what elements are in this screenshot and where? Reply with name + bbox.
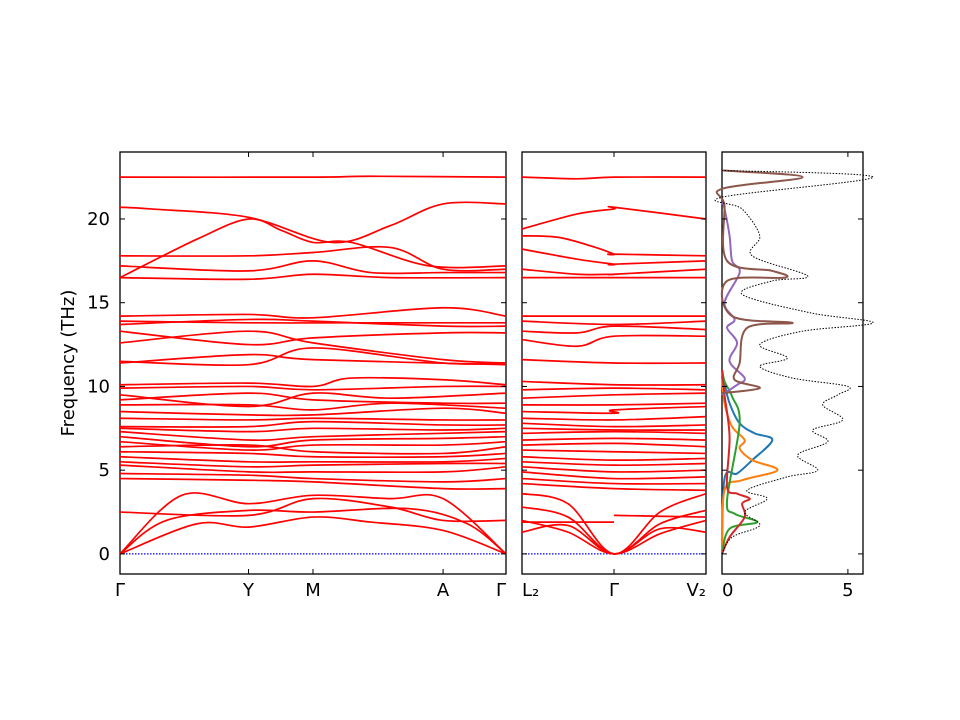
p1-band-22 [119,430,507,442]
p1-band-19 [119,417,507,421]
p2-xtick-label: L₂ [522,580,539,601]
p2-band-7 [521,320,707,326]
p1-band-10 [119,330,507,364]
p1-band-17 [119,402,507,411]
p1-band-33 [119,497,507,523]
p1-band-31 [119,477,507,490]
p1-band-28 [119,460,507,468]
p2-band-14 [521,402,707,406]
dos-panel-frame [721,151,864,575]
p2-band-17 [521,422,707,428]
p2-band-13 [521,392,707,400]
p1-xtick-label: Y [242,580,255,601]
p2-band-22 [521,449,707,455]
p2-band-30 [521,506,707,555]
p1-band-12 [119,353,507,366]
p2-band-0 [521,176,707,180]
p2-band-1 [521,205,707,230]
p1-ytick-label: 20 [87,209,110,230]
p1-band-30 [119,472,507,483]
p2-band-34 [521,523,707,555]
p2-xtick-label: V₂ [686,580,706,601]
band-panel-middle: L₂ Γ V₂ [521,151,707,601]
p1-band-27 [119,455,507,464]
p2-band-9 [521,334,707,348]
dos-xtick-label: 5 [842,580,853,601]
p1-band-14 [119,385,507,391]
p1-band-8 [119,318,507,328]
p1-xtick-label: M [305,580,321,601]
p1-band-20 [119,420,507,428]
p1-band-0 [119,175,507,179]
p1-band-23 [119,435,507,448]
p1-ytick-label: 10 [87,376,110,397]
p2-band-21 [521,442,707,448]
p2-band-27 [521,477,707,485]
dos-xtick-label: 0 [722,580,733,601]
p1-band-13 [119,376,507,388]
p1-ytick-label: 15 [87,293,110,314]
p1-band-32 [119,492,507,555]
p1-band-6 [119,306,507,319]
p1-xtick-label: Γ [496,580,506,601]
p2-band-19 [521,430,707,435]
p2-band-10 [521,358,707,365]
p1-xtick-label: Γ [115,580,125,601]
p1-band-15 [119,392,507,408]
p2-band-12 [521,387,707,391]
p2-band-3 [521,248,707,266]
p2-band-8 [521,325,707,334]
p2-band-28 [521,482,707,492]
p2-band-26 [521,471,707,480]
p2-band-16 [521,415,707,421]
p1-band-24 [119,440,507,451]
p1-band-16 [119,392,507,405]
p2-xtick-label: Γ [609,580,619,601]
p2-band-15 [521,405,707,415]
y-axis-label: Frequency (THz) [58,290,79,437]
dos-curve-3 [721,369,751,555]
p1-xtick-label: A [437,580,450,601]
p2-band-29 [521,492,707,555]
p1-band-3 [119,245,507,272]
p1-ytick-label: 0 [99,544,110,565]
p1-band-35 [119,516,507,555]
p1-ytick-label: 5 [99,460,110,481]
p1-band-9 [119,330,507,346]
p1-band-2 [119,218,507,279]
p2-band-11 [521,380,707,386]
p2-band-20 [521,437,707,441]
p1-band-21 [119,427,507,433]
p1-band-26 [119,450,507,459]
p2-band-33 [613,514,707,518]
p1-band-34 [119,507,507,555]
p2-band-25 [521,465,707,473]
p2-band-24 [521,460,707,467]
dos-curve-0 [721,369,774,554]
p1-band-25 [119,444,507,455]
p2-band-23 [521,455,707,462]
p2-band-4 [521,268,707,276]
p1-band-5 [119,273,507,281]
p1-band-4 [119,259,506,275]
p2-band-18 [521,427,707,431]
p1-band-18 [119,407,507,417]
p1-band-1 [119,201,507,244]
dos-curve-4 [721,201,746,396]
dos-curve-5 [715,169,804,395]
p1-band-29 [119,464,507,474]
dos-curve-6 [714,169,874,555]
p2-band-2 [521,234,707,257]
